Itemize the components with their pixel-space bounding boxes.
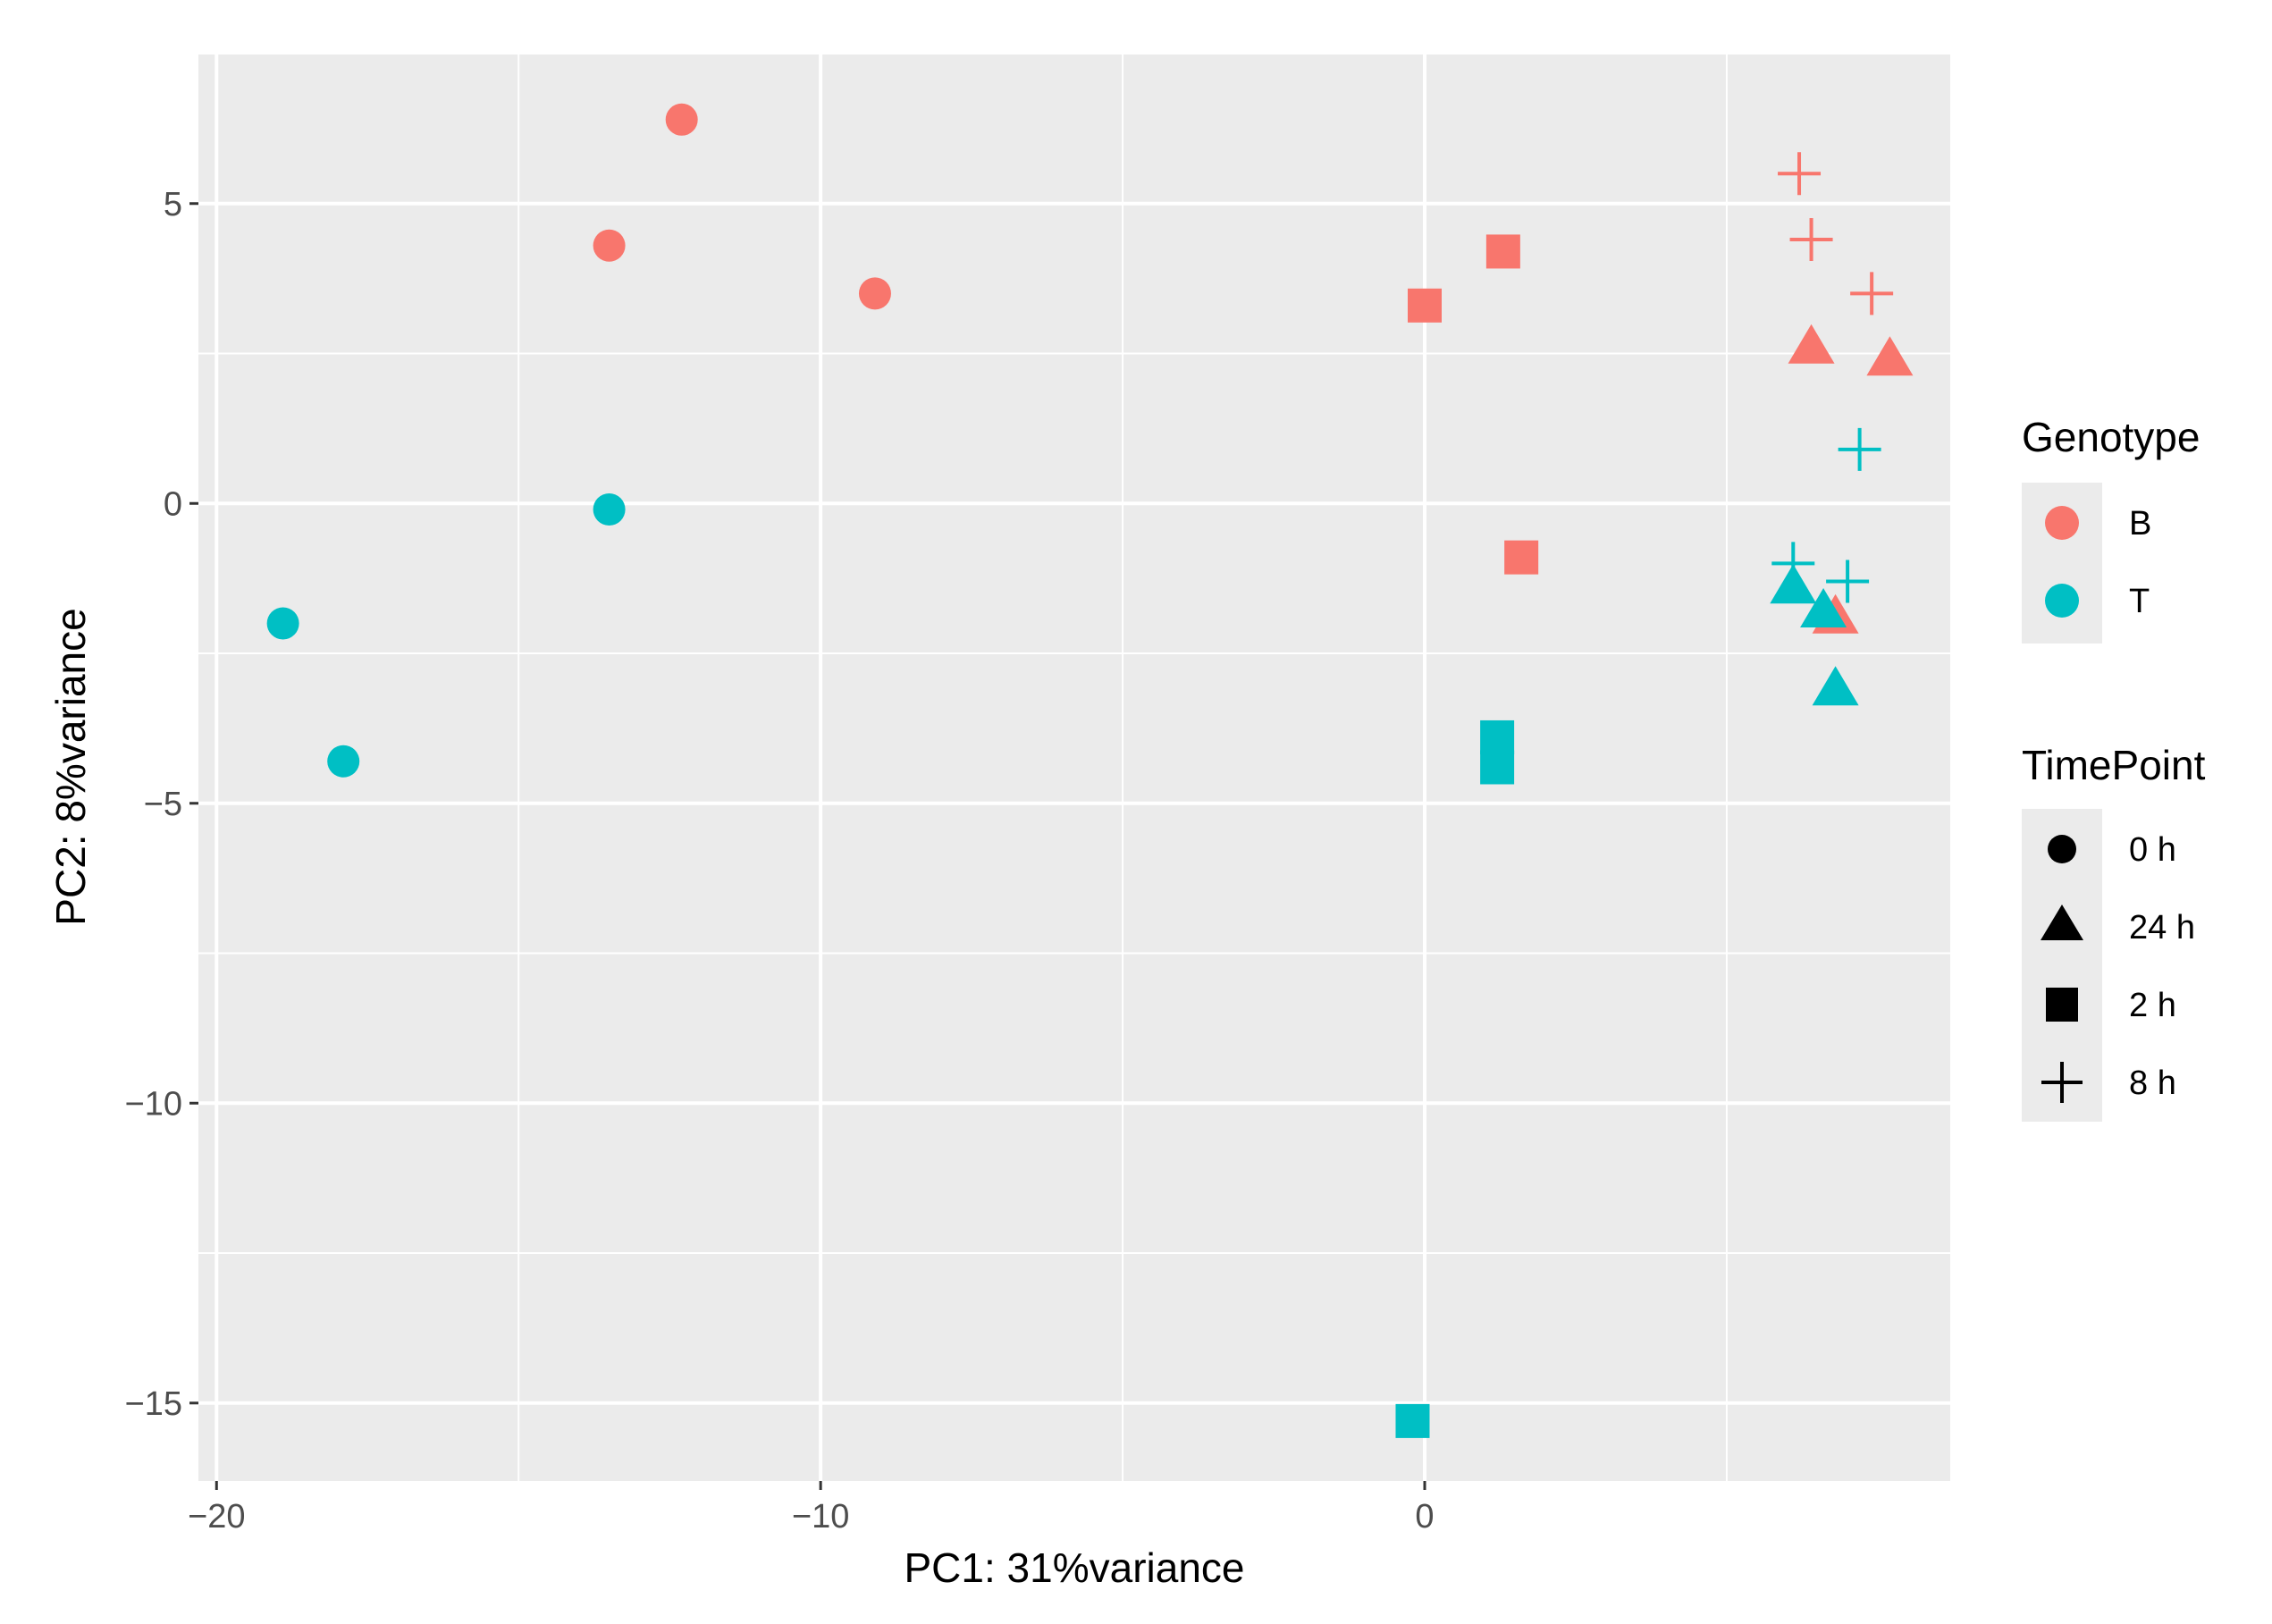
point-t-24h xyxy=(1770,564,1817,604)
point-b-0h xyxy=(858,277,891,310)
legend-timepoint-title: TimePoint xyxy=(2022,742,2206,788)
plot-panel xyxy=(198,54,1950,1481)
legend-genotype-b-label: B xyxy=(2129,505,2151,543)
point-t-24h xyxy=(1800,588,1847,628)
legend-timepoint-8h-label: 8 h xyxy=(2129,1064,2176,1102)
legend-timepoint-0h-swatch xyxy=(2048,835,2076,863)
legend-genotype: Genotype B T xyxy=(2022,414,2200,644)
x-axis-title: PC1: 31%variance xyxy=(905,1544,1245,1591)
point-t-2h xyxy=(1480,719,1515,754)
point-b-2h xyxy=(1504,540,1539,575)
point-b-8h xyxy=(1778,152,1822,196)
point-b-2h xyxy=(1485,234,1520,269)
point-b-2h xyxy=(1408,288,1442,323)
x-tick-label: 0 xyxy=(1415,1498,1434,1536)
legend-timepoint-2h-label: 2 h xyxy=(2129,987,2176,1024)
point-t-2h xyxy=(1480,750,1515,785)
legend-timepoint-8h-swatch xyxy=(2041,1062,2083,1103)
legend-timepoint-0h-label: 0 h xyxy=(2129,831,2176,869)
point-t-8h xyxy=(1838,427,1881,471)
y-tick-label: −10 xyxy=(125,1085,182,1123)
legend-timepoint: TimePoint 0 h 24 h 2 h 8 h xyxy=(2022,742,2206,1122)
legend-genotype-title: Genotype xyxy=(2022,414,2200,460)
point-t-0h xyxy=(266,607,299,640)
point-b-24h xyxy=(1788,324,1835,364)
axis-ticks: −20 −10 0 5 0 −5 −10 −15 xyxy=(125,186,1435,1536)
point-t-0h xyxy=(327,745,360,778)
point-b-0h xyxy=(593,229,626,262)
legend-genotype-t-swatch xyxy=(2045,584,2079,618)
point-b-24h xyxy=(1866,336,1914,376)
data-points xyxy=(266,103,1914,1438)
grid-lines xyxy=(198,53,1950,1481)
x-tick-label: −20 xyxy=(188,1498,245,1536)
point-t-0h xyxy=(593,492,626,526)
x-tick-label: −10 xyxy=(792,1498,849,1536)
y-tick-label: 5 xyxy=(164,186,182,223)
point-t-24h xyxy=(1812,666,1859,706)
point-b-8h xyxy=(1850,272,1894,316)
y-axis-title: PC2: 8%variance xyxy=(47,608,94,925)
legend-genotype-t-label: T xyxy=(2129,583,2150,620)
legend-timepoint-24h-swatch xyxy=(2041,905,2083,940)
y-tick-label: −15 xyxy=(125,1385,182,1423)
point-b-0h xyxy=(665,103,698,136)
point-t-2h xyxy=(1395,1403,1430,1438)
point-t-8h xyxy=(1826,560,1870,603)
legend-timepoint-2h-swatch xyxy=(2046,988,2078,1022)
legend-genotype-b-swatch xyxy=(2045,506,2079,540)
point-b-8h xyxy=(1789,218,1833,262)
y-tick-label: 0 xyxy=(164,485,182,523)
legend-timepoint-24h-label: 24 h xyxy=(2129,909,2195,947)
y-tick-label: −5 xyxy=(144,786,182,823)
